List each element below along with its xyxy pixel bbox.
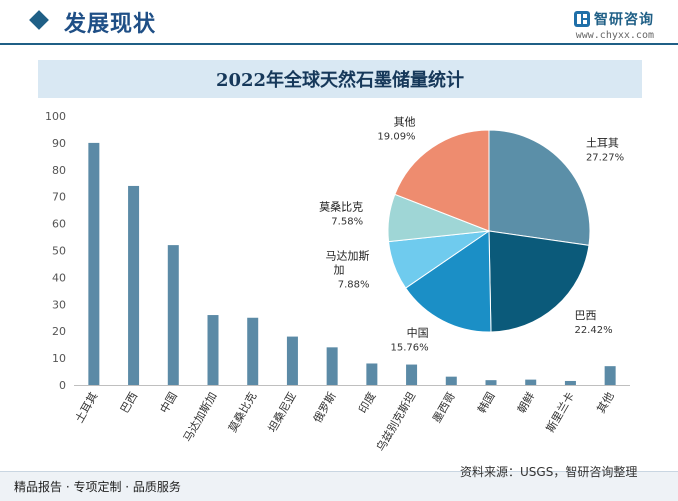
footer-note: 精品报告 · 专项定制 · 品质服务 (14, 480, 181, 494)
pie-percent: 22.42% (574, 325, 612, 336)
section-title: 发展现状 (64, 11, 157, 37)
x-tick-label: 朝鲜 (514, 390, 537, 416)
bar-13 (604, 366, 616, 385)
y-tick-label: 100 (45, 110, 66, 123)
pie-slice-2 (404, 230, 492, 333)
pie-percent: 7.88% (338, 279, 370, 290)
bar-8 (406, 364, 418, 385)
bar-9 (445, 376, 457, 385)
y-tick-label: 80 (52, 164, 66, 177)
pie-label: 马达加斯 (326, 249, 370, 262)
bar-6 (326, 347, 338, 385)
x-tick-label: 坦桑尼亚 (265, 390, 299, 435)
pie-label: 莫桑比克 (319, 201, 363, 214)
bar-5 (286, 336, 298, 385)
y-tick-label: 40 (52, 271, 66, 284)
bar-10 (485, 380, 497, 385)
pie-percent: 15.76% (391, 342, 429, 353)
y-tick-label: 30 (52, 298, 66, 311)
x-tick-label: 乌兹别克斯坦 (373, 390, 418, 454)
x-tick-label: 马达加斯加 (181, 390, 220, 444)
pie-percent: 7.58% (331, 217, 363, 228)
y-tick-label: 60 (52, 218, 66, 231)
y-tick-label: 20 (52, 325, 66, 338)
x-tick-label: 中国 (158, 390, 180, 416)
header: 发展现状 智研咨询 www.chyxx.com (0, 0, 678, 52)
source-note: 资料来源：USGS，智研咨询整理 (460, 465, 638, 479)
bar-3 (207, 315, 219, 385)
pie-slice-0 (488, 129, 591, 246)
pie-percent: 19.09% (377, 131, 415, 142)
pie-label: 中国 (407, 326, 429, 339)
bar-7 (366, 363, 378, 385)
bar-12 (564, 380, 576, 385)
logo: 智研咨询 (574, 9, 654, 29)
pie-slice-1 (488, 230, 590, 333)
x-tick-label: 韩国 (474, 390, 497, 416)
y-tick-label: 90 (52, 137, 66, 150)
bar-1 (128, 185, 140, 385)
y-tick-label: 0 (59, 379, 66, 392)
x-tick-label: 俄罗斯 (311, 390, 339, 425)
footer-divider (0, 471, 678, 472)
bar-11 (525, 379, 537, 385)
y-tick-label: 50 (52, 245, 66, 258)
chart-title-band: 2022年全球天然石墨储量统计 (38, 60, 642, 98)
x-tick-label: 其他 (594, 390, 616, 416)
logo-text: 智研咨询 (594, 12, 654, 28)
pie-label: 其他 (394, 115, 416, 128)
x-tick-label: 斯里兰卡 (544, 390, 577, 435)
pie-percent: 27.27% (586, 152, 624, 163)
chart-title: 2022年全球天然石墨储量统计 (215, 70, 465, 91)
logo-icon (574, 11, 590, 27)
footer-band (0, 472, 678, 501)
y-tick-label: 70 (52, 191, 66, 204)
bar-4 (247, 317, 259, 385)
x-tick-label: 墨西哥 (430, 390, 458, 425)
pie-label: 土耳其 (586, 136, 619, 149)
x-tick-label: 巴西 (118, 390, 140, 416)
logo-url: www.chyxx.com (575, 30, 654, 41)
bar-0 (88, 142, 100, 385)
x-tick-label: 莫桑比克 (226, 390, 259, 435)
x-tick-label: 印度 (355, 390, 378, 416)
bar-2 (167, 245, 179, 385)
pie-label-cont: 加 (334, 263, 345, 276)
x-tick-label: 土耳其 (73, 390, 101, 425)
pie-slice-5 (394, 129, 490, 232)
header-rule (0, 43, 678, 45)
pie-label: 巴西 (574, 309, 596, 322)
y-tick-label: 10 (52, 352, 66, 365)
